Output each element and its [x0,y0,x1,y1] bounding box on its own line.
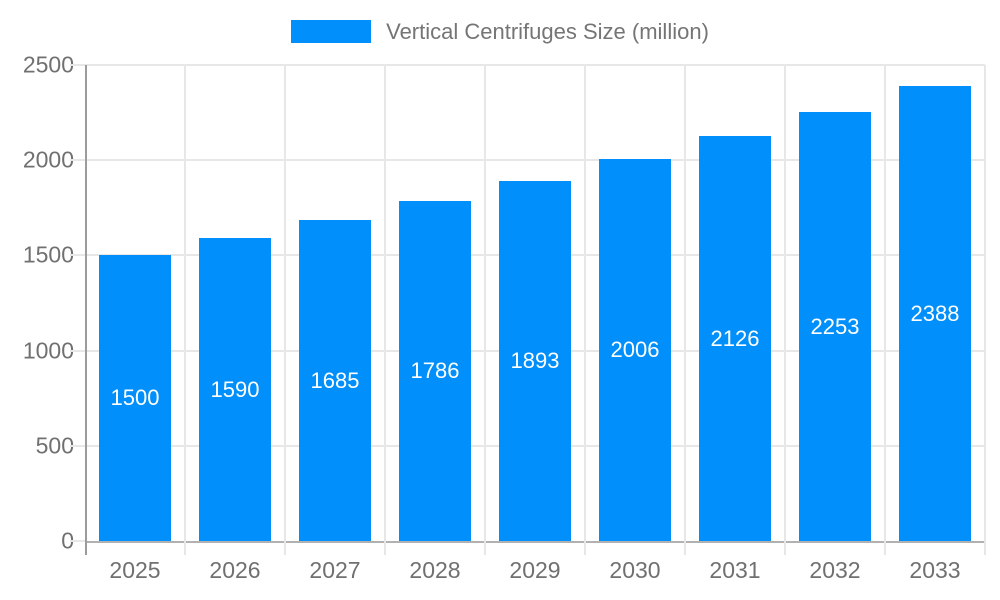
bar-group: 1685 [285,65,385,541]
bars: 1500 1590 1685 1786 1893 2006 2126 2253 2388 [85,65,985,541]
x-axis-label: 2025 [109,557,161,583]
bar[interactable]: 1685 [299,220,371,541]
v-gridline [984,65,986,555]
bar-value-label: 1590 [210,376,260,402]
bar[interactable]: 1893 [499,180,571,541]
legend-item[interactable]: Vertical Centrifuges Size (million) [291,20,709,43]
legend: Vertical Centrifuges Size (million) [0,20,1000,43]
bar-value-label: 1685 [310,367,360,393]
y-axis-label: 1500 [22,241,74,268]
y-axis-label: 500 [35,432,74,459]
y-axis-label: 2000 [22,146,74,173]
v-gridline [284,65,286,555]
y-axis-labels: 0 500 1000 1500 2000 2500 [23,52,985,554]
v-gridline [683,65,686,555]
y-tick [70,64,85,66]
bar-group: 2253 [785,65,885,541]
bar[interactable]: 2006 [599,159,671,541]
x-axis-label: 2033 [909,557,961,583]
bar-value-label: 2006 [610,337,660,363]
x-axis-label: 2027 [309,557,361,583]
bar-value-label: 2388 [910,300,960,326]
x-axis-label: 2030 [609,557,661,583]
y-tick [70,349,85,352]
v-gridline [884,65,886,555]
y-tick [70,159,85,162]
bar-group: 2126 [685,65,785,541]
x-axis-label: 2026 [209,557,261,583]
bar[interactable]: 2126 [699,136,771,541]
x-axis-label: 2032 [809,557,861,583]
y-tick [70,540,85,542]
h-gridline [85,159,985,162]
bar[interactable]: 2388 [899,86,971,541]
x-axis-line [85,541,985,543]
y-axis-label: 1000 [22,337,74,364]
bar-group: 1500 [85,65,185,541]
bar-group: 1786 [385,65,485,541]
v-gridline [184,65,186,555]
v-gridline [484,65,486,555]
plot-area: 0 500 1000 1500 2000 2500 1500 1590 1685 1786 189… [23,52,986,555]
y-axis-line [85,65,87,555]
y-tick [70,444,85,447]
bar-value-label: 2253 [810,313,860,339]
x-axis-labels: 2025 2026 2027 2028 2029 2030 2031 2032 2033 [85,557,985,584]
v-gridline [584,65,586,555]
bar-group: 1590 [185,65,285,541]
legend-label: Vertical Centrifuges Size (million) [386,19,709,44]
legend-swatch [291,20,372,43]
bar-value-label: 2126 [710,325,760,351]
bar-value-label: 1500 [110,385,160,411]
bar-group: 2006 [585,65,685,541]
v-gridline [383,65,386,555]
bar[interactable]: 2253 [799,112,871,541]
x-axis-label: 2028 [409,557,461,583]
bar[interactable]: 1500 [99,255,171,541]
bar-group: 2388 [885,65,985,541]
bar-value-label: 1893 [510,347,560,373]
x-axis-label: 2031 [709,557,761,583]
h-gridline [85,64,985,66]
bar-value-label: 1786 [410,357,460,383]
y-tick [70,254,85,257]
bar[interactable]: 1590 [199,238,271,541]
bar-group: 1893 [485,65,585,541]
y-axis-label: 0 [61,527,74,554]
y-axis-label: 2500 [22,51,74,78]
x-axis-label: 2029 [509,557,561,583]
v-gridline [784,65,786,555]
bar[interactable]: 1786 [399,200,471,541]
